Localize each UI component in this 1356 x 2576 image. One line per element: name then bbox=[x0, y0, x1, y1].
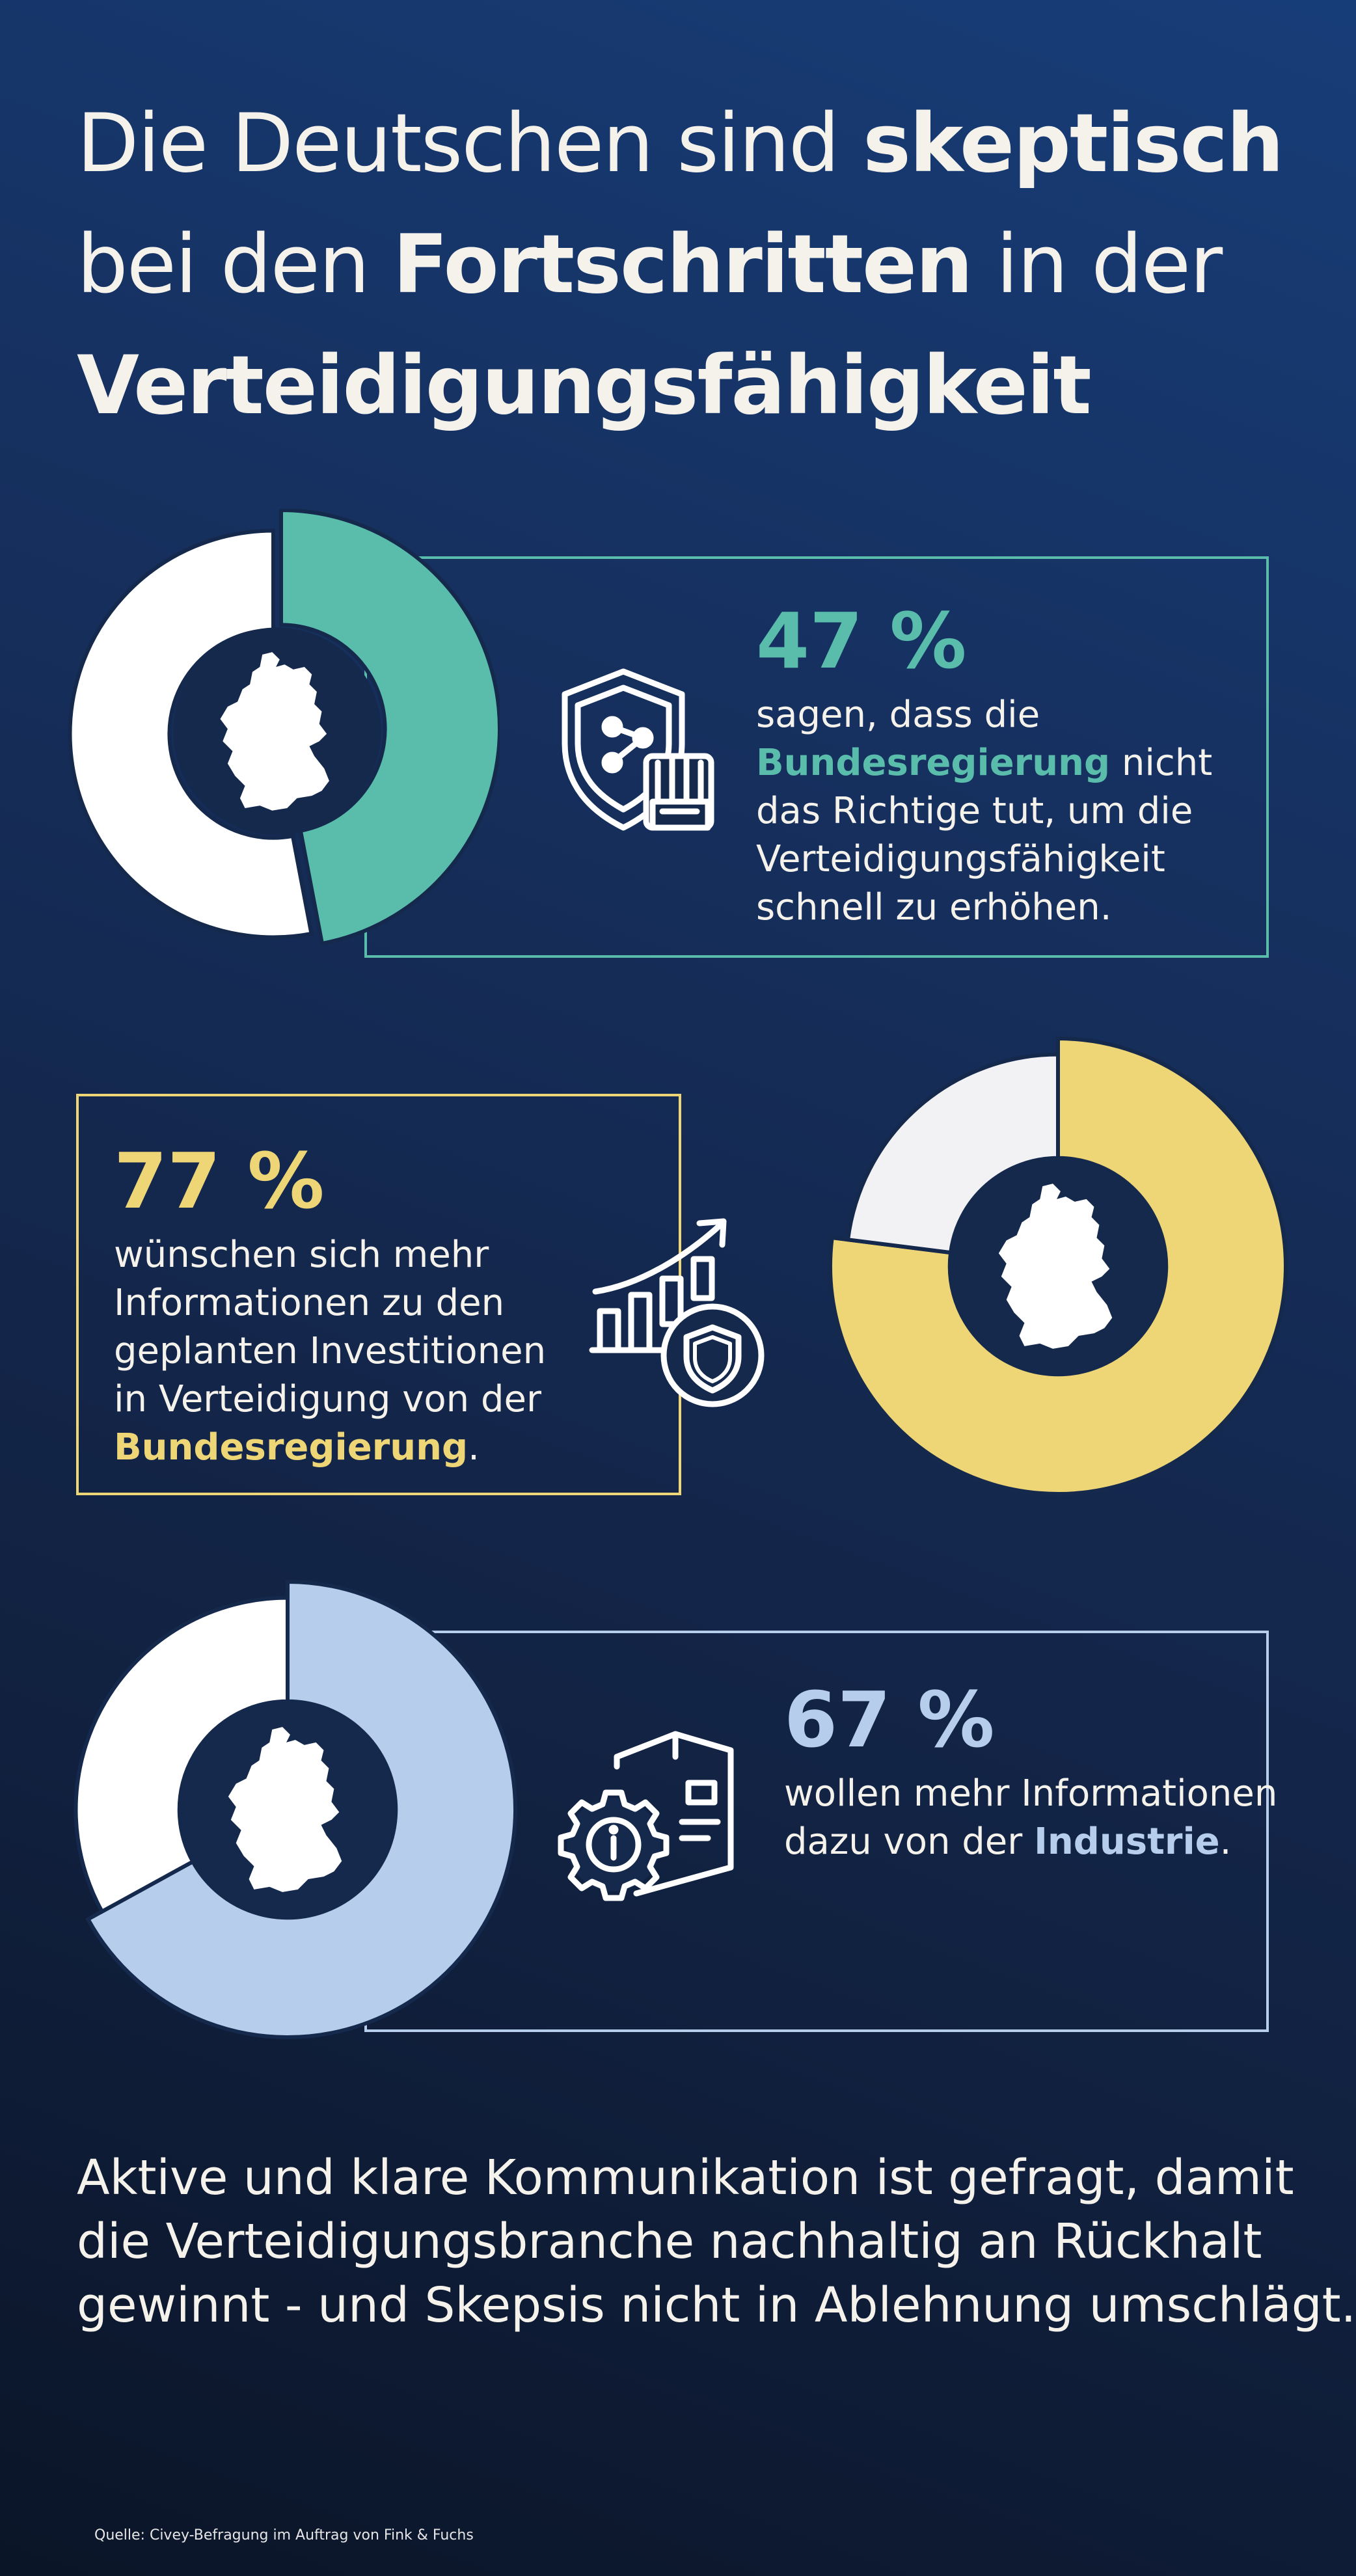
conclusion-line: die Verteidigungsbranche nachhaltig an R… bbox=[77, 2214, 1262, 2270]
stat-3: 67 % wollen mehr Informationen dazu von … bbox=[784, 1677, 1277, 1866]
conclusion-text: Aktive und klare Kommunikation ist gefra… bbox=[77, 2146, 1356, 2337]
stat-text-line: Informationen zu den bbox=[114, 1282, 505, 1324]
germany-map-icon bbox=[998, 1184, 1113, 1349]
growth-chart-shield-icon bbox=[586, 1213, 768, 1409]
highlight-bundesregierung: Bundesregierung bbox=[114, 1426, 468, 1469]
stat-percent-3: 67 % bbox=[784, 1675, 995, 1765]
germany-map-icon bbox=[228, 1727, 342, 1892]
source-note: Quelle: Civey-Befragung im Auftrag von F… bbox=[94, 2527, 474, 2543]
stat-text-fragment: . bbox=[1219, 1821, 1232, 1863]
stat-text-fragment: nicht bbox=[1110, 742, 1213, 784]
gear-info-document-icon bbox=[552, 1731, 740, 1906]
conclusion-line: gewinnt - und Skepsis nicht in Ablehnung… bbox=[77, 2277, 1356, 2333]
highlight-bundesregierung: Bundesregierung bbox=[756, 742, 1111, 784]
donut-chart-2 bbox=[826, 1035, 1290, 1498]
stat-text-fragment: . bbox=[468, 1426, 480, 1469]
stat-text-line: schnell zu erhöhen. bbox=[756, 886, 1112, 929]
stat-1: 47 % sagen, dass die Bundesregierung nic… bbox=[756, 599, 1212, 932]
stat-text-line: Verteidigungsfähigkeit bbox=[756, 838, 1165, 880]
page-title: Die Deutschen sind skeptisch bei den For… bbox=[77, 83, 1284, 446]
title-text: in der bbox=[971, 218, 1223, 312]
donut-chart-3 bbox=[56, 1578, 519, 2041]
highlight-industrie: Industrie bbox=[1034, 1821, 1220, 1863]
title-emphasis-fortschritten: Fortschritten bbox=[392, 218, 973, 312]
title-emphasis-verteidigungsfaehigkeit: Verteidigungsfähigkeit bbox=[77, 339, 1092, 433]
conclusion-line: Aktive und klare Kommunikation ist gefra… bbox=[77, 2150, 1294, 2206]
title-text: Die Deutschen sind bbox=[77, 97, 863, 191]
donut-slice-1-value bbox=[279, 509, 500, 946]
stat-percent-1: 47 % bbox=[756, 596, 967, 686]
donut-slice-3-remainder bbox=[74, 1595, 290, 1914]
shield-fist-icon bbox=[549, 665, 724, 841]
stat-text-line: Bundesregierung nicht bbox=[756, 739, 1212, 787]
stat-text-line: das Richtige tut, um die bbox=[756, 790, 1193, 832]
donut-chart-1 bbox=[55, 509, 500, 954]
stat-text-line: Bundesregierung. bbox=[114, 1424, 546, 1472]
stat-text-line: dazu von der Industrie. bbox=[784, 1818, 1277, 1866]
germany-map-icon bbox=[220, 652, 329, 811]
stat-text-line: in Verteidigung von der bbox=[114, 1378, 541, 1420]
title-emphasis-skeptisch: skeptisch bbox=[863, 97, 1284, 191]
stat-text-fragment: dazu von der bbox=[784, 1821, 1035, 1863]
stat-percent-2: 77 % bbox=[114, 1136, 325, 1226]
title-text: bei den bbox=[77, 218, 393, 312]
stat-text-line: sagen, dass die bbox=[756, 694, 1040, 736]
stat-text-line: geplanten Investitionen bbox=[114, 1330, 547, 1372]
stat-2: 77 % wünschen sich mehr Informationen zu… bbox=[114, 1139, 546, 1472]
stat-text-line: wünschen sich mehr bbox=[114, 1234, 489, 1276]
stat-text-line: wollen mehr Informationen bbox=[784, 1772, 1278, 1815]
